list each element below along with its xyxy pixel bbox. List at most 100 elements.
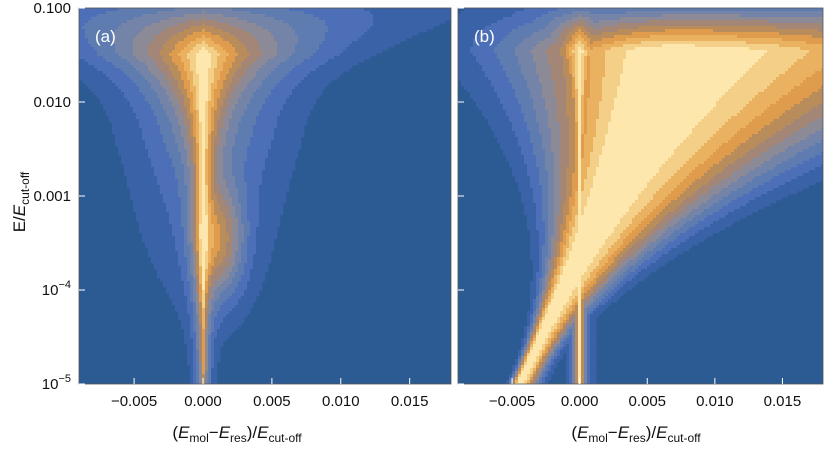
contour-cell: [142, 53, 146, 57]
contour-cell: [190, 119, 194, 123]
contour-cell: [223, 71, 227, 75]
contour-cell: [82, 29, 86, 33]
contour-cell: [196, 101, 200, 105]
contour-cell: [244, 113, 248, 117]
contour-cell: [262, 98, 266, 102]
contour-cell: [202, 95, 206, 99]
contour-cell: [196, 83, 200, 87]
contour-cell: [166, 50, 170, 54]
contour-cell: [157, 107, 161, 111]
contour-cell: [169, 83, 173, 87]
contour-cell: [175, 95, 179, 99]
contour-cell: [136, 50, 140, 54]
contour-cell: [169, 164, 173, 168]
contour-cell: [88, 41, 92, 45]
contour-cell: [322, 17, 326, 21]
contour-cell: [112, 59, 116, 63]
contour-cell: [91, 26, 95, 30]
contour-cell: [223, 41, 227, 45]
contour-cell: [94, 8, 98, 12]
contour-cell: [265, 128, 269, 132]
contour-cell: [220, 80, 224, 84]
contour-cell: [190, 74, 194, 78]
contour-cell: [136, 101, 140, 105]
contour-cell: [205, 167, 209, 171]
contour-cell: [139, 149, 143, 153]
contour-cell: [331, 56, 335, 60]
contour-cell: [292, 8, 296, 12]
contour-cell: [235, 122, 239, 126]
contour-cell: [193, 179, 197, 183]
contour-cell: [154, 149, 158, 153]
contour-cell: [280, 185, 284, 189]
contour-cell: [172, 74, 176, 78]
contour-cell: [325, 44, 329, 48]
contour-cell: [259, 119, 263, 123]
contour-cell: [286, 65, 290, 69]
contour-cell: [253, 56, 257, 60]
contour-cell: [109, 53, 113, 57]
contour-cell: [403, 26, 407, 30]
contour-cell: [136, 29, 140, 33]
contour-cell: [169, 107, 173, 111]
contour-cell: [160, 29, 164, 33]
contour-cell: [235, 68, 239, 72]
contour-cell: [331, 20, 335, 24]
contour-cell: [304, 17, 308, 21]
contour-cell: [187, 11, 191, 15]
contour-cell: [274, 35, 278, 39]
contour-cell: [112, 35, 116, 39]
contour-cell: [172, 71, 176, 75]
contour-cell: [196, 167, 200, 171]
contour-cell: [361, 26, 365, 30]
contour-cell: [241, 164, 245, 168]
contour-cell: [325, 83, 329, 87]
contour-cell: [250, 164, 254, 168]
contour-cell: [100, 77, 104, 81]
contour-cell: [301, 101, 305, 105]
contour-cell: [154, 89, 158, 93]
contour-cell: [241, 167, 245, 171]
contour-cell: [184, 53, 188, 57]
contour-cell: [418, 11, 422, 15]
contour-cell: [217, 137, 221, 141]
contour-cell: [190, 173, 194, 177]
contour-cell: [136, 110, 140, 114]
contour-cell: [175, 83, 179, 87]
contour-cell: [283, 77, 287, 81]
contour-cell: [277, 98, 281, 102]
contour-cell: [157, 185, 161, 189]
contour-cell: [244, 191, 248, 195]
contour-cell: [187, 62, 191, 66]
contour-cell: [433, 17, 437, 21]
contour-cell: [148, 38, 152, 42]
contour-cell: [181, 158, 185, 162]
contour-cell: [208, 131, 212, 135]
contour-cell: [163, 152, 167, 156]
contour-cell: [277, 155, 281, 159]
contour-cell: [190, 11, 194, 15]
contour-cell: [196, 104, 200, 108]
contour-cell: [340, 14, 344, 18]
contour-cell: [133, 26, 137, 30]
contour-cell: [193, 23, 197, 27]
contour-cell: [265, 101, 269, 105]
contour-cell: [283, 164, 287, 168]
contour-cell: [286, 107, 290, 111]
contour-cell: [178, 68, 182, 72]
contour-cell: [286, 26, 290, 30]
contour-cell: [142, 77, 146, 81]
contour-cell: [241, 32, 245, 36]
contour-cell: [250, 86, 254, 90]
contour-cell: [190, 44, 194, 48]
contour-cell: [358, 38, 362, 42]
contour-cell: [259, 134, 263, 138]
contour-cell: [298, 116, 302, 120]
contour-cell: [205, 110, 209, 114]
contour-cell: [220, 32, 224, 36]
contour-cell: [106, 53, 110, 57]
contour-cell: [115, 59, 119, 63]
contour-cell: [136, 173, 140, 177]
contour-cell: [124, 167, 128, 171]
contour-cell: [190, 53, 194, 57]
